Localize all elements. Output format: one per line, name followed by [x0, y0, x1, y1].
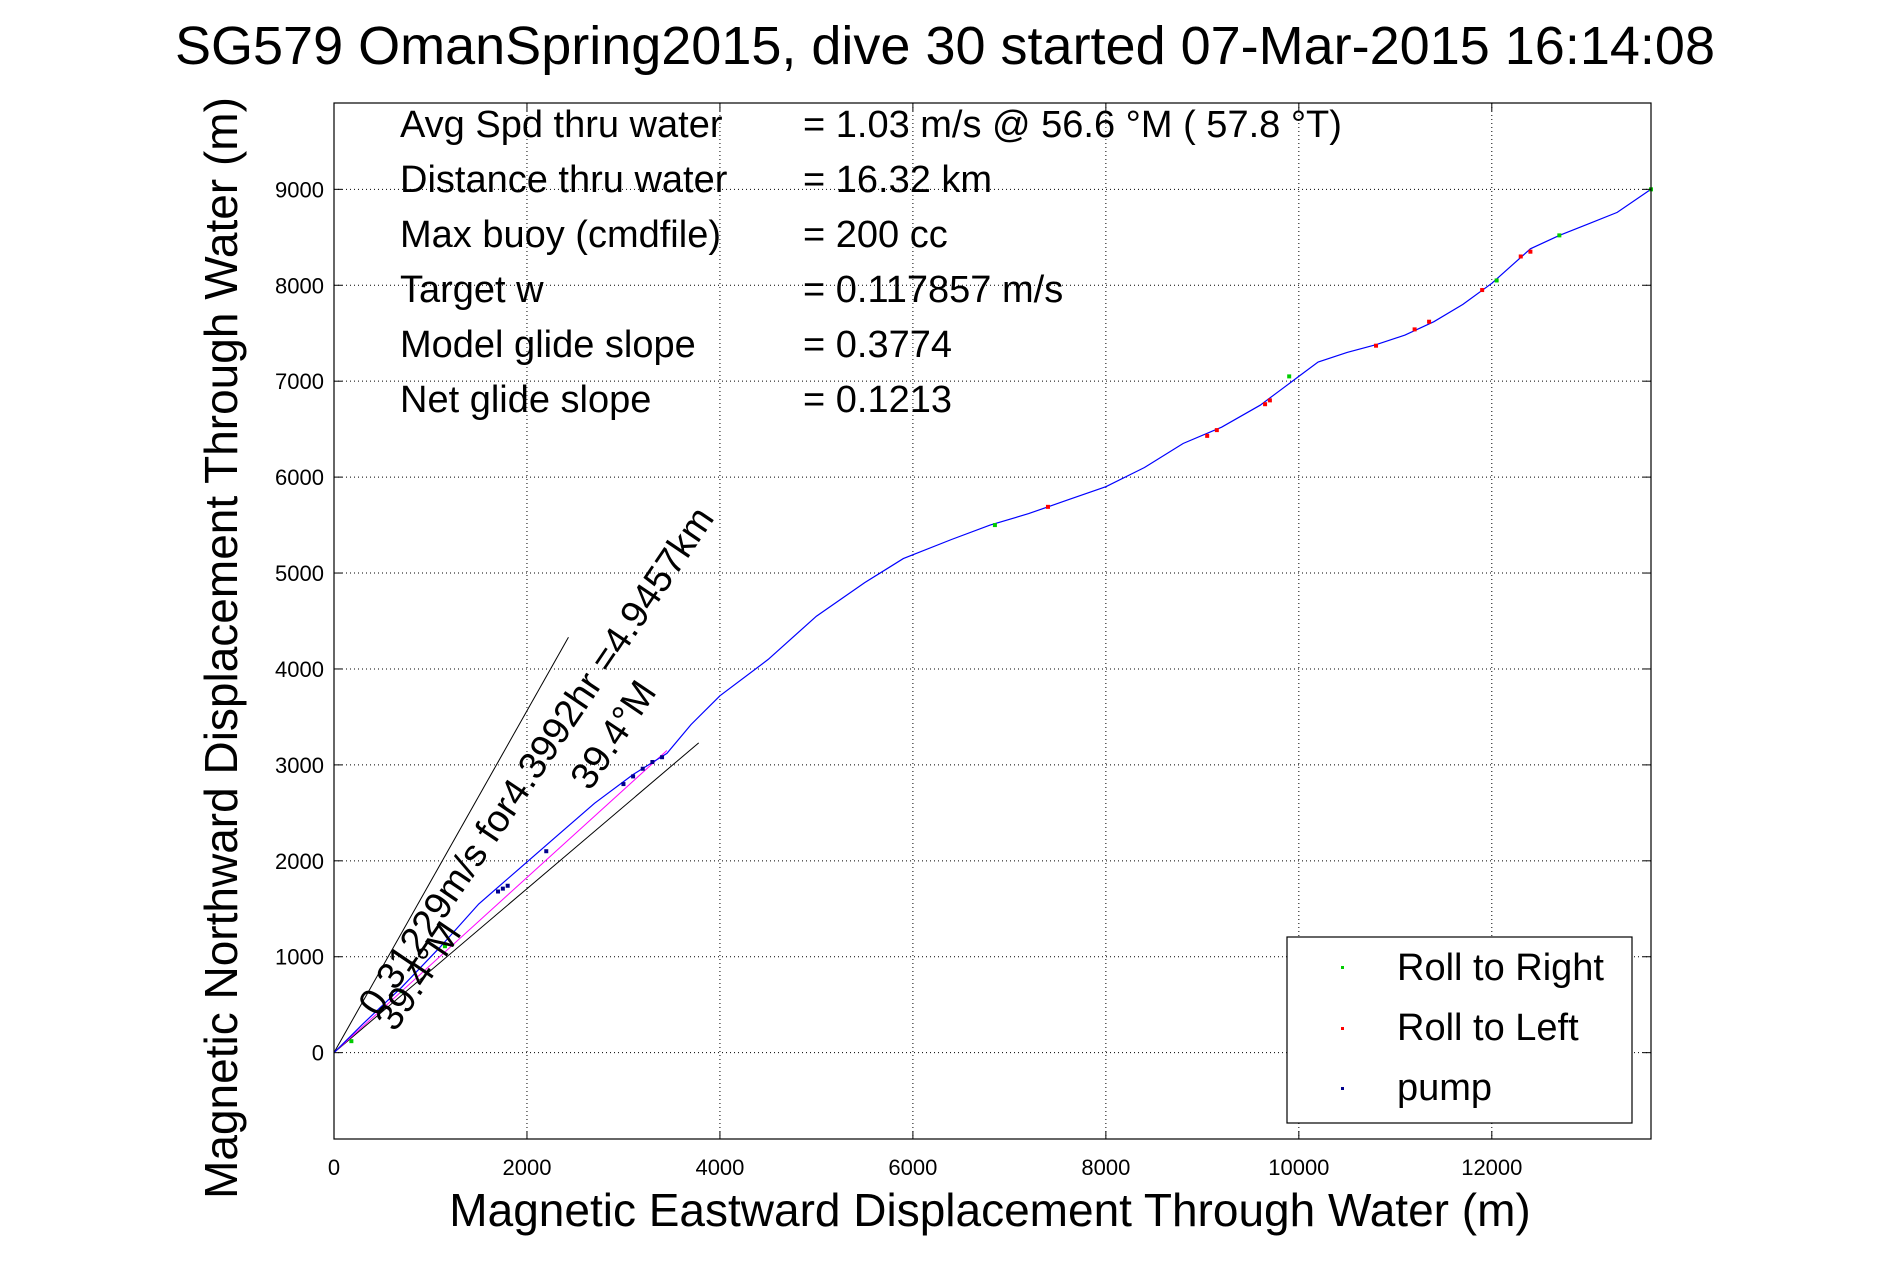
roll-left-marker	[1427, 319, 1432, 324]
stat-value-avg-spd: = 1.03 m/s @ 56.6 °M ( 57.8 °T)	[803, 104, 1342, 146]
y-tick-label: 0	[312, 1041, 324, 1066]
roll-right-marker	[1557, 233, 1562, 238]
y-tick-label: 9000	[275, 177, 324, 202]
x-axis-label: Magnetic Eastward Displacement Through W…	[449, 1184, 1530, 1236]
roll-left-marker	[1263, 402, 1268, 407]
legend: Roll to Right Roll to Left pump	[1286, 936, 1633, 1124]
y-axis-ticks: 0 1000 2000 3000 4000 5000 6000 7000 8000 9000	[275, 177, 1651, 1066]
legend-marker-pump	[1341, 1087, 1344, 1090]
x-tick-label: 0	[328, 1155, 340, 1180]
stats-panel: Avg Spd thru water = 1.03 m/s @ 56.6 °M …	[400, 104, 1342, 421]
stat-label-max-buoy: Max buoy (cmdfile)	[400, 214, 721, 256]
heading-lines	[333, 637, 700, 1054]
roll-left-marker	[1267, 398, 1272, 403]
y-tick-label: 7000	[275, 369, 324, 394]
legend-marker-roll-left	[1341, 1027, 1344, 1030]
y-tick-label: 4000	[275, 657, 324, 682]
stat-label-avg-spd: Avg Spd thru water	[400, 104, 723, 146]
x-tick-label: 10000	[1268, 1155, 1329, 1180]
legend-box	[1286, 936, 1633, 1124]
roll-right-marker	[1287, 374, 1292, 379]
heading-line-lower	[333, 742, 700, 1054]
roll-left-marker	[1214, 428, 1219, 433]
stat-value-net-glide: = 0.1213	[803, 379, 952, 421]
roll-right-marker	[399, 989, 404, 994]
pump-marker	[660, 755, 665, 760]
x-tick-label: 8000	[1081, 1155, 1130, 1180]
stat-label-model-glide: Model glide slope	[400, 324, 696, 366]
pump-marker	[500, 886, 505, 891]
x-tick-label: 12000	[1461, 1155, 1522, 1180]
pump-marker	[621, 782, 626, 787]
pump-marker	[496, 889, 501, 894]
roll-right-marker	[1494, 278, 1499, 283]
roll-right-marker	[349, 1039, 354, 1044]
pump-marker	[631, 774, 636, 779]
stat-value-model-glide: = 0.3774	[803, 324, 952, 366]
y-tick-label: 8000	[275, 273, 324, 298]
legend-label-roll-left: Roll to Left	[1397, 1007, 1579, 1049]
legend-label-roll-right: Roll to Right	[1397, 947, 1604, 989]
y-tick-label: 2000	[275, 849, 324, 874]
y-tick-label: 3000	[275, 753, 324, 778]
stat-value-max-buoy: = 200 cc	[803, 214, 948, 256]
y-axis-label: Magnetic Northward Displacement Through …	[195, 97, 247, 1199]
stat-value-target-w: = 0.117857 m/s	[803, 269, 1063, 311]
roll-left-marker	[1045, 504, 1050, 509]
roll-left-marker	[1528, 249, 1533, 254]
legend-marker-roll-right	[1341, 966, 1344, 969]
stat-label-distance: Distance thru water	[400, 159, 728, 201]
roll-left-marker	[1205, 433, 1210, 438]
roll-left-marker	[1480, 288, 1485, 293]
pump-marker	[640, 766, 645, 771]
x-axis-ticks: 0 2000 4000 6000 8000 10000 12000	[328, 103, 1522, 1180]
markers	[349, 187, 1653, 1044]
roll-left-marker	[1518, 254, 1523, 259]
chart-title: SG579 OmanSpring2015, dive 30 started 07…	[175, 16, 1715, 76]
x-tick-label: 2000	[502, 1155, 551, 1180]
pump-marker	[505, 883, 510, 888]
roll-right-marker	[992, 523, 997, 528]
y-tick-label: 5000	[275, 561, 324, 586]
roll-left-marker	[1412, 327, 1417, 332]
stat-value-distance: = 16.32 km	[803, 159, 992, 201]
legend-label-pump: pump	[1397, 1067, 1492, 1109]
stat-label-net-glide: Net glide slope	[400, 379, 651, 421]
roll-left-marker	[1374, 343, 1379, 348]
y-tick-label: 6000	[275, 465, 324, 490]
roll-right-marker	[442, 944, 447, 949]
plot-frame	[333, 102, 1652, 1140]
stat-label-target-w: Target w	[400, 269, 544, 311]
heading-line-upper	[333, 637, 569, 1053]
pump-marker	[650, 760, 655, 765]
track	[333, 188, 1652, 1054]
track-line	[333, 188, 1652, 1054]
x-tick-label: 4000	[695, 1155, 744, 1180]
heading-line-current	[333, 750, 668, 1054]
y-tick-label: 1000	[275, 945, 324, 970]
pump-marker	[544, 849, 549, 854]
x-tick-label: 6000	[888, 1155, 937, 1180]
